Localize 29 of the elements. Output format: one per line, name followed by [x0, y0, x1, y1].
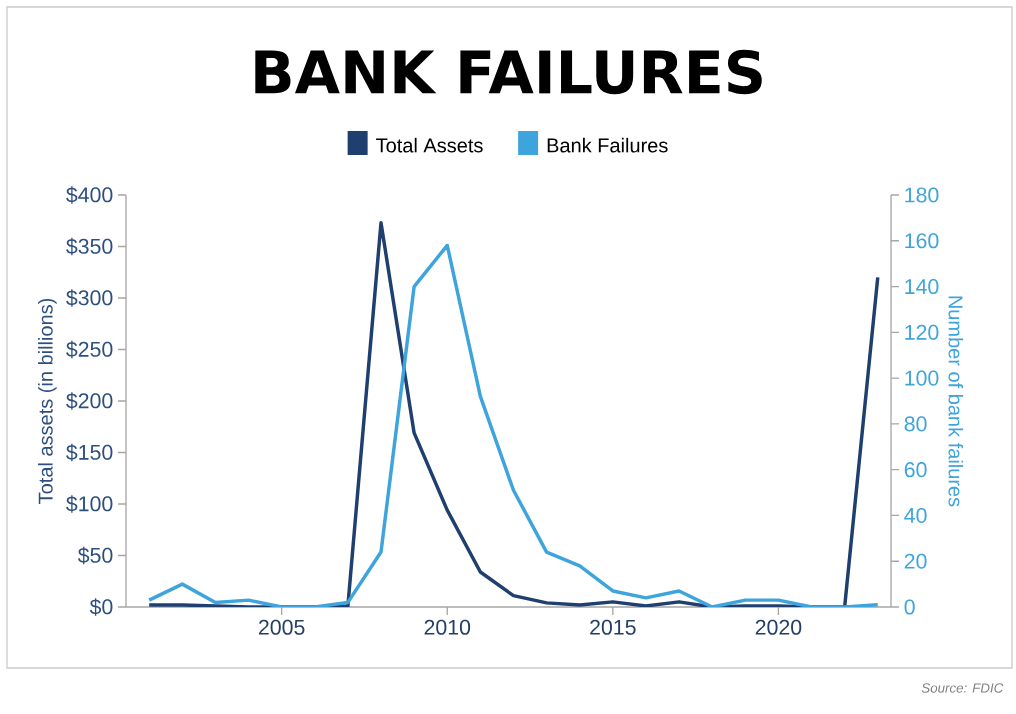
y-tick-label: $400 [66, 186, 113, 204]
y-tick-label: $300 [66, 289, 113, 307]
y2-tick-label: 20 [904, 553, 927, 569]
y2-tick-label: 80 [904, 416, 927, 432]
x-tick-label: 2005 [258, 619, 305, 635]
y-tick-label: $150 [66, 443, 113, 462]
legend-label: Bank Failures [547, 137, 668, 153]
y-tick-label: $0 [89, 598, 113, 616]
y-tick-label: $100 [66, 495, 113, 513]
y-axis-title: Total assets (in billions) [38, 298, 57, 504]
x-tick-label: 2015 [590, 619, 636, 635]
y-tick-label: $250 [66, 340, 113, 359]
chart-title: BANK FAILURES [255, 49, 762, 95]
y-tick-label: $200 [66, 392, 113, 410]
y-tick-label: $50 [77, 546, 113, 565]
y2-axis-title: Number of bank failures [948, 296, 964, 507]
y2-tick-label: 40 [904, 507, 927, 523]
y2-tick-label: 100 [905, 370, 939, 386]
y2-tick-label: 160 [905, 233, 939, 249]
y2-tick-label: 140 [905, 279, 939, 295]
y2-tick-label: 0 [904, 599, 915, 615]
x-tick-label: 2020 [755, 619, 802, 635]
y2-tick-label: 180 [905, 187, 939, 203]
source-note: Source: FDIC [921, 683, 1004, 693]
legend-label: Total Assets [376, 137, 483, 153]
x-tick-label: 2010 [424, 619, 471, 635]
y2-tick-label: 60 [904, 462, 927, 478]
y2-tick-label: 120 [905, 324, 939, 340]
y-tick-label: $350 [66, 237, 113, 256]
